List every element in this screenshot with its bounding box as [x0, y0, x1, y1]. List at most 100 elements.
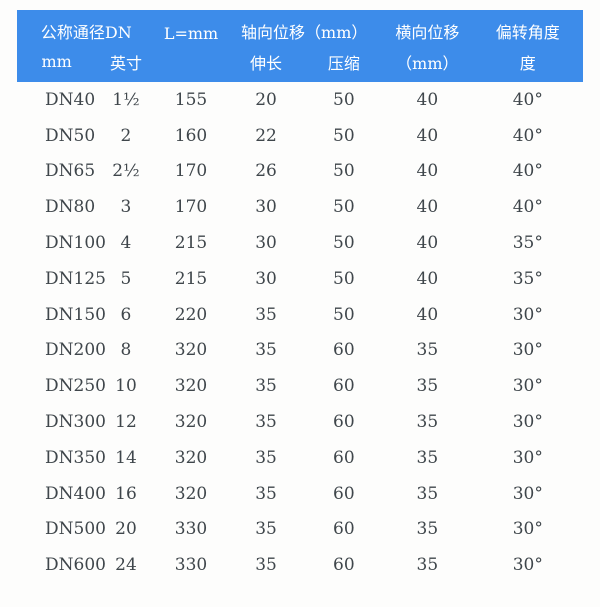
cell-value: 320: [174, 412, 208, 433]
cell-value: 40: [416, 89, 439, 110]
cell-value: 155: [174, 89, 208, 110]
cell-dn-size: DN500: [45, 519, 106, 540]
table-row: DN50 2 160 22 50 40 40°: [17, 118, 583, 154]
cell-value: 35: [416, 519, 439, 540]
cell-value: 330: [174, 519, 208, 540]
subheader-degree: 度: [472, 45, 583, 82]
cell-value: 35°: [512, 233, 543, 254]
cell-value: 50: [333, 89, 355, 110]
cell-value: 35: [416, 340, 439, 361]
cell-value: 35: [416, 412, 439, 433]
table-row: DN400 16 320 35 60 35 30°: [17, 476, 583, 512]
cell-value: 40°: [512, 125, 543, 146]
cell-value: 60: [333, 483, 355, 504]
cell-dn-size: DN300: [45, 412, 106, 433]
cell-value: 40: [416, 197, 439, 218]
subheader-inch: 英寸: [96, 45, 156, 82]
cell-value: 35: [255, 447, 277, 468]
table-row: DN100 4 215 30 50 40 35°: [17, 225, 583, 261]
cell-value: 2½: [112, 161, 140, 182]
cell-value: 50: [333, 197, 355, 218]
cell-value: 50: [333, 125, 355, 146]
cell-value: 35: [416, 447, 439, 468]
cell-value: 35: [416, 376, 439, 397]
cell-value: 30: [255, 197, 277, 218]
table-row: DN500 20 330 35 60 35 30°: [17, 512, 583, 548]
header-length: L=mm: [155, 10, 227, 45]
table-row: DN250 10 320 35 60 35 30°: [17, 368, 583, 404]
cell-value: 30°: [512, 304, 543, 325]
cell-dn-size: DN350: [45, 447, 106, 468]
cell-value: 30°: [512, 412, 543, 433]
cell-value: 320: [174, 447, 208, 468]
cell-dn-size: DN125: [45, 268, 106, 289]
cell-value: 40: [416, 233, 439, 254]
cell-value: 30°: [512, 519, 543, 540]
cell-value: 14: [115, 447, 137, 468]
cell-value: 50: [333, 268, 355, 289]
cell-value: 160: [174, 125, 208, 146]
cell-dn-size: DN250: [45, 376, 106, 397]
table-row: DN65 2½ 170 26 50 40 40°: [17, 154, 583, 190]
cell-value: 1½: [112, 89, 140, 110]
cell-value: 320: [174, 483, 208, 504]
cell-value: 6: [120, 304, 132, 325]
table-row: DN125 5 215 30 50 40 35°: [17, 261, 583, 297]
header-nominal-diameter: 公称通径DN: [17, 10, 156, 45]
cell-value: 215: [174, 233, 208, 254]
cell-value: 170: [174, 197, 208, 218]
table-row: DN150 6 220 35 50 40 30°: [17, 297, 583, 333]
subheader-compression: 压缩: [305, 45, 383, 82]
cell-value: 35: [255, 304, 277, 325]
spec-table-body: DN40 1½ 155 20 50 40 40° DN50 2 160 22 50 40 40° DN65 2…: [17, 82, 583, 583]
cell-value: 40: [416, 161, 439, 182]
cell-value: 40°: [512, 161, 543, 182]
cell-value: 50: [333, 304, 355, 325]
cell-value: 170: [174, 161, 208, 182]
cell-value: 60: [333, 412, 355, 433]
cell-value: 35: [416, 483, 439, 504]
cell-value: 320: [174, 376, 208, 397]
cell-value: 30°: [512, 340, 543, 361]
table-row: DN40 1½ 155 20 50 40 40°: [17, 82, 583, 118]
cell-value: 35: [255, 412, 277, 433]
cell-value: 40: [416, 304, 439, 325]
cell-value: 16: [115, 483, 137, 504]
cell-value: 8: [120, 340, 132, 361]
cell-value: 3: [120, 197, 132, 218]
cell-value: 35°: [512, 268, 543, 289]
header-deflection-angle: 偏转角度: [472, 10, 583, 45]
cell-value: 35: [255, 340, 277, 361]
cell-value: 35: [255, 519, 277, 540]
cell-value: 30: [255, 268, 277, 289]
spec-table: 公称通径DN L=mm 轴向位移（mm） 横向位移 偏转角度 mm 英寸 伸长 …: [17, 10, 583, 583]
cell-dn-size: DN50: [45, 125, 96, 146]
header-axial-displacement: 轴向位移（mm）: [226, 10, 383, 45]
cell-value: 40°: [512, 197, 543, 218]
cell-value: 50: [333, 233, 355, 254]
subheader-blank: [155, 45, 227, 82]
cell-dn-size: DN80: [45, 197, 96, 218]
cell-value: 320: [174, 340, 208, 361]
cell-value: 40: [416, 268, 439, 289]
cell-value: 60: [333, 447, 355, 468]
cell-value: 35: [416, 555, 439, 576]
cell-value: 40°: [512, 89, 543, 110]
table-row: DN600 24 330 35 60 35 30°: [17, 547, 583, 583]
cell-value: 40: [416, 125, 439, 146]
cell-value: 20: [255, 89, 277, 110]
cell-value: 60: [333, 340, 355, 361]
cell-value: 30°: [512, 483, 543, 504]
cell-value: 35: [255, 555, 277, 576]
cell-value: 24: [115, 555, 137, 576]
cell-dn-size: DN150: [45, 304, 106, 325]
cell-value: 12: [115, 412, 137, 433]
cell-value: 5: [120, 268, 132, 289]
cell-value: 330: [174, 555, 208, 576]
cell-value: 60: [333, 555, 355, 576]
cell-value: 22: [255, 125, 277, 146]
spec-table-header: 公称通径DN L=mm 轴向位移（mm） 横向位移 偏转角度 mm 英寸 伸长 …: [17, 10, 583, 82]
table-row: DN80 3 170 30 50 40 40°: [17, 189, 583, 225]
cell-value: 26: [255, 161, 277, 182]
header-row-1: 公称通径DN L=mm 轴向位移（mm） 横向位移 偏转角度: [17, 10, 583, 45]
